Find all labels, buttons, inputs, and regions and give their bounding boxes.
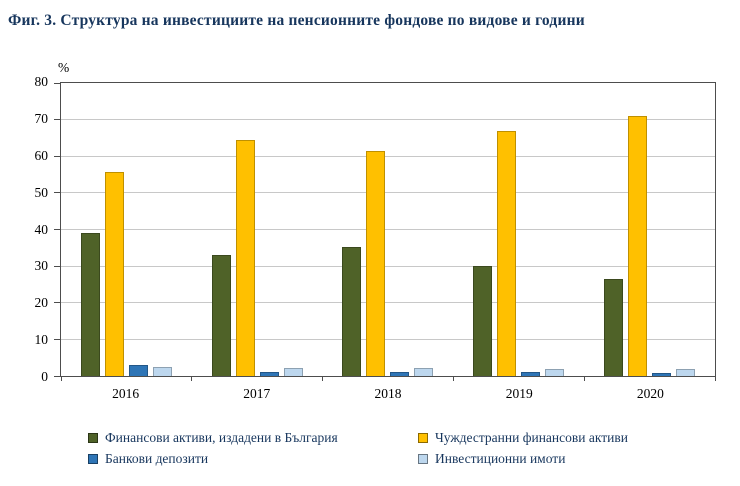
legend-item: Чуждестранни финансови активи [418, 430, 740, 446]
bar [390, 371, 410, 376]
bar [414, 368, 434, 376]
legend-swatch [88, 454, 98, 464]
bar-group-2018 [323, 83, 454, 376]
bar [342, 246, 362, 376]
bar [235, 139, 255, 376]
legend: Финансови активи, издадени в България Чуж… [88, 430, 740, 467]
bar [283, 367, 303, 376]
x-tick-mark [191, 376, 193, 381]
bar [652, 373, 672, 376]
y-tick-mark [54, 375, 60, 377]
y-tick-label: 80 [34, 74, 49, 89]
bar [366, 150, 386, 376]
bar-group-2017 [192, 83, 323, 376]
y-axis-unit-label: % [58, 60, 70, 75]
x-tick-mark [452, 376, 454, 381]
legend-item: Банкови депозити [88, 451, 418, 467]
y-tick-label: 20 [34, 295, 49, 311]
plot-area [54, 82, 716, 381]
y-tick-label: 40 [34, 221, 49, 237]
bar [676, 369, 696, 376]
legend-label: Инвестиционни имоти [435, 451, 566, 466]
legend-item: Финансови активи, издадени в България [88, 430, 418, 446]
chart-title: Фиг. 3. Структура на инвестициите на пен… [8, 12, 585, 29]
y-tick-mark [54, 265, 60, 267]
x-tick-label: 2020 [636, 386, 664, 401]
x-tick-mark [714, 376, 716, 381]
bar-chart: 0 10 20 30 40 50 60 70 80 [0, 74, 740, 384]
legend-swatch [88, 433, 98, 443]
legend-item: Инвестиционни имоти [418, 451, 740, 467]
bar-group-2019 [453, 83, 584, 376]
x-tick-label: 2016 [112, 386, 140, 401]
bar [473, 266, 493, 376]
bar-group-2020 [584, 83, 715, 376]
y-tick-label: 70 [34, 110, 49, 126]
bar-groups [61, 83, 715, 376]
x-tick-mark [60, 376, 62, 381]
gridline [61, 229, 715, 230]
gridline [61, 302, 715, 304]
y-tick-label: 0 [41, 369, 48, 384]
bar [604, 278, 624, 376]
x-tick-label: 2019 [505, 386, 533, 401]
bar [152, 366, 172, 376]
y-tick-mark [54, 82, 60, 84]
bar-group-2016 [61, 83, 192, 376]
y-tick-label: 60 [34, 147, 49, 163]
x-tick-mark [322, 376, 324, 381]
bar [80, 233, 100, 376]
legend-swatch [418, 433, 428, 443]
y-tick-mark [54, 338, 60, 340]
y-tick-mark [54, 229, 60, 230]
x-axis: 2016 2017 2018 2019 2020 [60, 386, 716, 402]
legend-label: Чуждестранни финансови активи [435, 430, 628, 445]
y-tick-mark [54, 155, 60, 157]
x-tick-mark [583, 376, 585, 381]
bar [545, 369, 565, 376]
y-axis: 0 10 20 30 40 50 60 70 80 [0, 74, 60, 384]
gridline [61, 155, 715, 157]
x-tick-label: 2017 [243, 386, 271, 401]
legend-swatch [418, 454, 428, 464]
bar [104, 172, 124, 376]
gridline [61, 265, 715, 267]
legend-label: Финансови активи, издадени в България [105, 430, 338, 445]
y-tick-mark [54, 192, 60, 194]
y-tick-label: 50 [34, 184, 49, 200]
bar [128, 365, 148, 376]
bar [497, 130, 517, 376]
y-tick-mark [54, 302, 60, 304]
bar [628, 115, 648, 376]
bar [521, 372, 541, 376]
y-tick-mark [54, 119, 60, 121]
y-tick-label: 10 [34, 332, 49, 348]
gridline [61, 119, 715, 121]
legend-label: Банкови депозити [105, 451, 209, 466]
x-tick-label: 2018 [374, 386, 402, 401]
bar [211, 255, 231, 376]
bar [259, 372, 279, 376]
y-tick-label: 30 [34, 258, 49, 274]
gridline [61, 192, 715, 194]
gridline [61, 338, 715, 340]
